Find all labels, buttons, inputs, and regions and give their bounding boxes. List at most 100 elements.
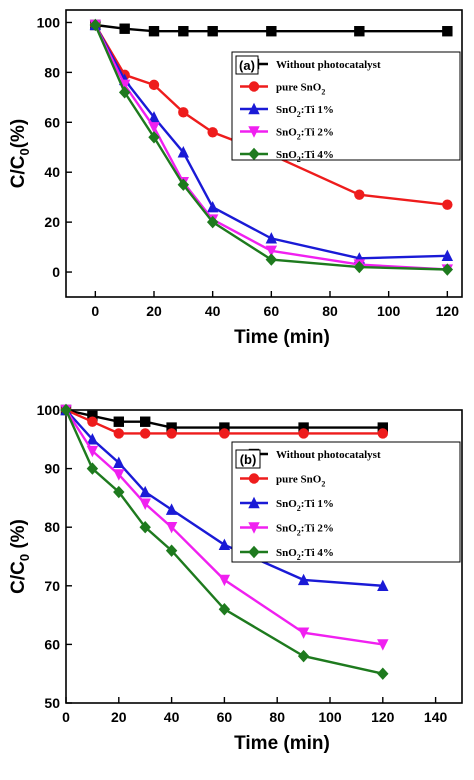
y-tick-label: 80 xyxy=(44,519,60,535)
legend-box xyxy=(231,51,461,161)
legend-marker xyxy=(248,522,260,534)
y-axis-title: C/C0(%) xyxy=(8,119,32,189)
data-point xyxy=(354,189,365,200)
chart-panel-b: 0 20 40 60 80 100 120 140 50 60 70 80 90 100 Time (min… xyxy=(8,402,463,754)
data-point xyxy=(218,574,231,587)
y-tick-label: 80 xyxy=(44,64,60,80)
legend-label: pure SnO2 xyxy=(276,82,325,97)
legend-label: pure SnO2 xyxy=(276,474,325,489)
data-point xyxy=(354,26,365,37)
data-point xyxy=(206,200,219,213)
data-point xyxy=(265,253,278,266)
y-tick-label: 50 xyxy=(44,695,60,711)
data-point xyxy=(441,249,454,262)
panel-label: (a) xyxy=(239,58,255,73)
data-point xyxy=(377,579,389,591)
data-point xyxy=(118,79,131,92)
data-point xyxy=(442,26,453,37)
data-point xyxy=(442,199,453,210)
data-point xyxy=(148,79,160,91)
panel-label: (b) xyxy=(240,452,257,467)
y-axis-title: C/C0 (%) xyxy=(8,519,32,594)
y-tick-label: 60 xyxy=(44,636,60,652)
data-point xyxy=(87,416,98,427)
legend-marker xyxy=(248,102,260,115)
x-tick-label: 120 xyxy=(371,709,395,725)
x-tick-label: 140 xyxy=(424,709,448,725)
data-point xyxy=(165,544,178,557)
data-point xyxy=(86,445,99,458)
x-tick-label: 80 xyxy=(322,303,338,319)
data-point xyxy=(207,127,218,138)
x-tick-label: 60 xyxy=(217,709,233,725)
data-point xyxy=(219,428,230,439)
data-point xyxy=(298,428,309,439)
x-tick-label: 80 xyxy=(269,709,285,725)
data-point xyxy=(218,603,231,616)
data-point xyxy=(298,422,309,433)
data-point xyxy=(87,410,98,422)
data-point xyxy=(177,178,190,191)
legend-box xyxy=(231,441,461,563)
data-point xyxy=(139,485,151,498)
legend-label: SnO2:Ti 2% xyxy=(276,523,334,538)
chart-panel-a: 0 20 40 60 80 100 120 0 20 40 60 80 100 Time (min) C/C… xyxy=(8,9,463,348)
legend-label: SnO2:Ti 1% xyxy=(276,104,334,119)
data-point xyxy=(148,122,160,134)
data-point xyxy=(178,26,189,37)
plot-area-frame xyxy=(65,9,463,298)
plot-area-frame xyxy=(65,409,463,704)
y-tick-label: 60 xyxy=(44,114,60,130)
legend-marker xyxy=(248,126,260,138)
legend-marker xyxy=(248,545,260,559)
y-tick-label: 70 xyxy=(44,578,60,594)
x-tick-label: 60 xyxy=(264,303,280,319)
data-point xyxy=(178,107,189,118)
data-point xyxy=(113,428,125,439)
data-point xyxy=(177,146,190,158)
data-point xyxy=(113,469,125,481)
series-4 xyxy=(60,403,389,680)
series-1 xyxy=(60,404,388,439)
y-tick-label: 100 xyxy=(37,14,61,30)
x-tick-label: 100 xyxy=(318,709,342,725)
data-point xyxy=(118,86,131,99)
data-point xyxy=(377,667,389,680)
legend-label: SnO2:Ti 2% xyxy=(276,127,334,142)
data-point xyxy=(207,26,218,37)
data-point xyxy=(140,428,151,439)
data-point xyxy=(218,538,231,550)
series-line xyxy=(64,409,384,675)
data-point xyxy=(441,263,454,276)
data-point xyxy=(113,456,125,468)
x-tick-label: 0 xyxy=(91,303,99,319)
data-point xyxy=(377,422,388,433)
legend: Without photocatalyst pure SnO2 SnO2:Ti 1%… xyxy=(231,51,461,164)
x-tick-label: 0 xyxy=(62,709,70,725)
data-point xyxy=(166,422,177,433)
data-point xyxy=(86,462,99,475)
data-point xyxy=(86,433,99,445)
data-point xyxy=(206,215,219,229)
legend-label: SnO2:Ti 4% xyxy=(276,547,334,562)
x-axis-title: Time (min) xyxy=(234,733,330,754)
legend: Without photocatalyst pure SnO2 SnO2:Ti 1%… xyxy=(231,441,461,563)
series-line xyxy=(94,24,448,271)
data-point xyxy=(266,26,277,37)
data-point xyxy=(219,422,230,433)
data-point xyxy=(297,573,310,586)
y-tick-label: 40 xyxy=(44,164,60,180)
data-point xyxy=(60,403,72,417)
x-axis-title: Time (min) xyxy=(234,327,330,348)
data-point xyxy=(165,522,178,534)
x-tick-label: 120 xyxy=(436,303,460,319)
data-point xyxy=(89,18,102,32)
y-tick-label: 0 xyxy=(52,264,60,280)
series-line xyxy=(94,24,448,260)
series-3 xyxy=(60,404,389,651)
y-tick-label: 20 xyxy=(44,214,60,230)
series-0 xyxy=(90,19,453,37)
legend-label: SnO2:Ti 4% xyxy=(276,149,334,164)
legend-marker xyxy=(248,81,260,92)
